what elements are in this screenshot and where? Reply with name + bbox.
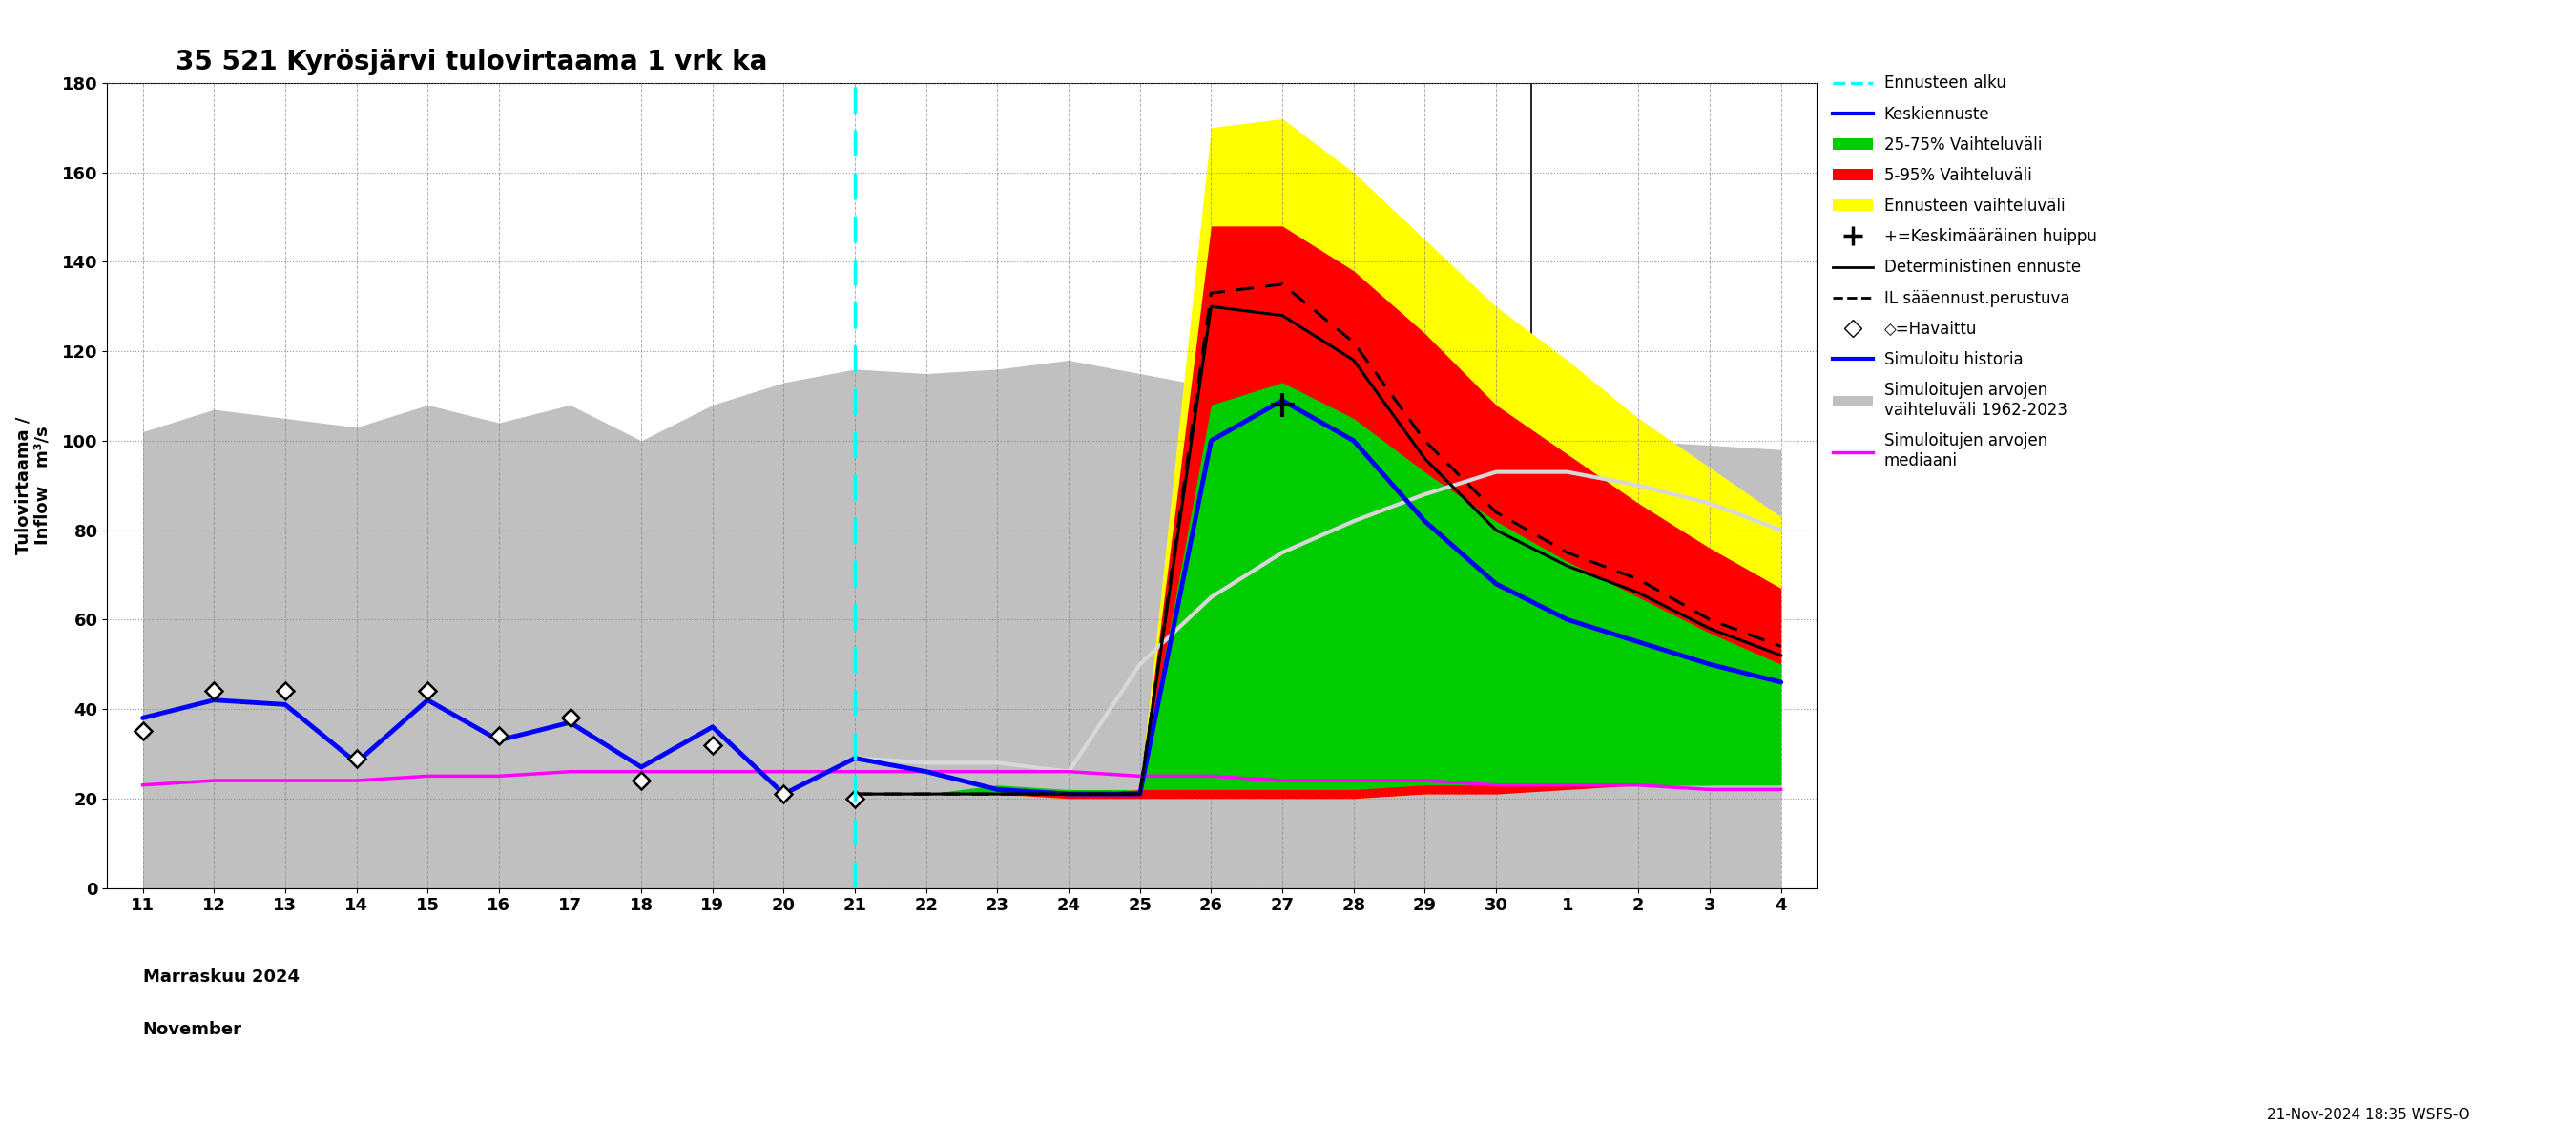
Y-axis label: Tulovirtaama /
Inflow   m³/s: Tulovirtaama / Inflow m³/s	[15, 417, 52, 554]
Text: Marraskuu 2024: Marraskuu 2024	[142, 969, 299, 986]
Text: 21-Nov-2024 18:35 WSFS-O: 21-Nov-2024 18:35 WSFS-O	[2267, 1108, 2470, 1122]
Text: 35 521 Kyrösjärvi tulovirtaama 1 vrk ka: 35 521 Kyrösjärvi tulovirtaama 1 vrk ka	[175, 48, 768, 76]
Text: November: November	[142, 1020, 242, 1037]
Legend: Ennusteen alku, Keskiennuste, 25-75% Vaihteluväli, 5-95% Vaihteluväli, Ennusteen: Ennusteen alku, Keskiennuste, 25-75% Vai…	[1834, 74, 2097, 469]
